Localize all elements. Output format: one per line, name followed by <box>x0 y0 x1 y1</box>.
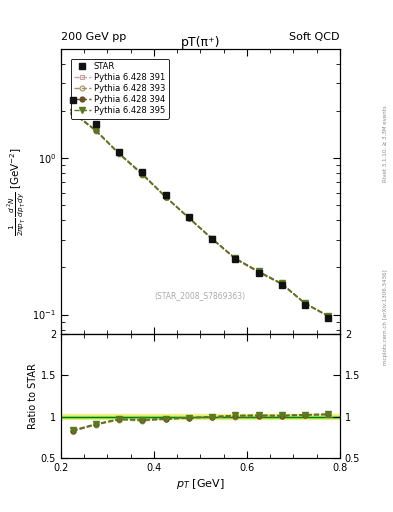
Y-axis label: Ratio to STAR: Ratio to STAR <box>28 363 38 429</box>
X-axis label: $p_T$ [GeV]: $p_T$ [GeV] <box>176 477 225 492</box>
Text: 200 GeV pp: 200 GeV pp <box>61 32 126 42</box>
Text: Soft QCD: Soft QCD <box>290 32 340 42</box>
Legend: STAR, Pythia 6.428 391, Pythia 6.428 393, Pythia 6.428 394, Pythia 6.428 395: STAR, Pythia 6.428 391, Pythia 6.428 393… <box>71 58 169 118</box>
Text: mcplots.cern.ch [arXiv:1306.3436]: mcplots.cern.ch [arXiv:1306.3436] <box>383 270 387 365</box>
Title: pT(π⁺): pT(π⁺) <box>181 36 220 49</box>
Text: Rivet 3.1.10, ≥ 3.3M events: Rivet 3.1.10, ≥ 3.3M events <box>383 105 387 182</box>
Text: (STAR_2008_S7869363): (STAR_2008_S7869363) <box>155 291 246 300</box>
Y-axis label: $\frac{1}{2\pi p_T}\,\frac{d^2N}{dp_T\,dy}$ [GeV$^{-2}$]: $\frac{1}{2\pi p_T}\,\frac{d^2N}{dp_T\,d… <box>6 147 27 236</box>
